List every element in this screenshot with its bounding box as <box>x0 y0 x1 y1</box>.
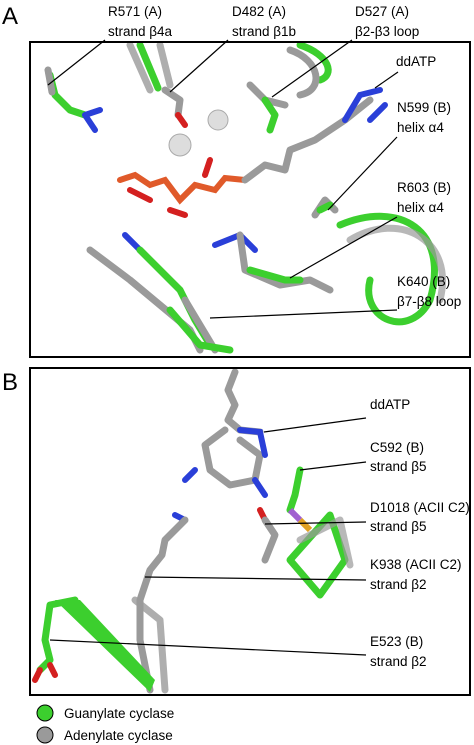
callout-text: β7-β8 loop <box>397 294 461 309</box>
callout-text: E523 (B) <box>370 634 423 649</box>
callout-text: K938 (ACII C2) <box>370 557 462 572</box>
callout-text: helix α4 <box>397 200 444 215</box>
callout-text: strand β5 <box>370 459 427 474</box>
panel-label: A <box>2 3 18 30</box>
legend-swatch <box>36 704 54 722</box>
callout-text: ddATP <box>370 397 410 412</box>
callout-text: D1018 (ACII C2) <box>370 500 470 515</box>
structure-b <box>32 368 354 694</box>
panel-frame <box>29 41 471 358</box>
callout-text: R603 (B) <box>397 180 451 195</box>
callout-text: strand β5 <box>370 519 427 534</box>
callouts-b: ddATP C592 (B) strand β5 D1018 (ACII C2)… <box>49 397 470 669</box>
panel-frame <box>29 367 471 696</box>
callout-text: β2-β3 loop <box>355 24 419 39</box>
legend-label: Guanylate cyclase <box>64 706 174 721</box>
legend: Guanylate cyclase Adenylate cyclase <box>36 704 174 744</box>
structure-a <box>30 41 470 357</box>
callout-text: strand β4a <box>108 24 173 39</box>
callout-text: ddATP <box>396 54 436 69</box>
callout-text: K640 (B) <box>397 274 450 289</box>
callout-text: C592 (B) <box>370 440 424 455</box>
callout-text: N599 (B) <box>397 100 451 115</box>
callout-text: strand β1b <box>232 24 296 39</box>
callouts-a: R571 (A) strand β4a D482 (A) strand β1b … <box>47 4 461 319</box>
callout-text: strand β2 <box>370 577 427 592</box>
callout-text: R571 (A) <box>108 4 162 19</box>
legend-swatch <box>36 726 54 744</box>
panel-label: B <box>2 369 18 396</box>
callout-text: helix α4 <box>397 120 444 135</box>
callout-text: strand β2 <box>370 654 427 669</box>
callout-text: D482 (A) <box>232 4 286 19</box>
callout-text: D527 (A) <box>355 4 409 19</box>
legend-label: Adenylate cyclase <box>64 728 173 743</box>
